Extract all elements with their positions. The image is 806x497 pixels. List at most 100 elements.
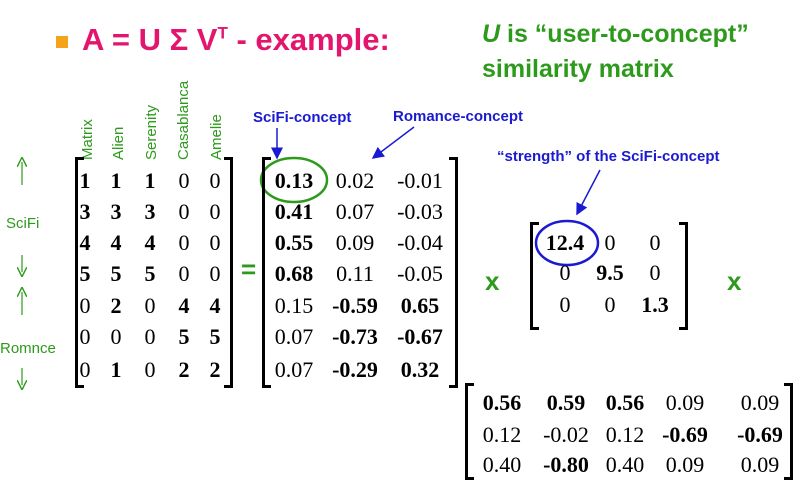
matrix-cell: 5 <box>144 261 156 286</box>
matrix-cell: 0.09 <box>665 452 705 477</box>
matrix-cell: 1.3 <box>641 292 669 317</box>
matrix-cell: 0.09 <box>665 390 705 415</box>
annotation-arrows <box>271 126 601 216</box>
matrix-cell: 0 <box>144 357 156 382</box>
matrix-cell: 4 <box>144 230 156 255</box>
matrix-cell: 5 <box>79 261 91 286</box>
matrix-cell: 0.11 <box>336 261 374 286</box>
matrix-cell: 0.09 <box>740 390 780 415</box>
matrix-cell: 9.5 <box>596 260 624 285</box>
matrix-bracket <box>224 157 233 388</box>
annotation: “strength” of the SciFi-concept <box>497 148 720 165</box>
matrix-bracket <box>449 157 458 388</box>
matrix-cell: 0.40 <box>482 452 522 477</box>
column-header: Serenity <box>143 104 160 160</box>
matrix-bracket <box>465 383 474 480</box>
matrix-cell: 2 <box>110 293 122 318</box>
matrix-cell: 0.02 <box>335 168 375 193</box>
matrix-cell: 0.32 <box>400 357 440 382</box>
matrix-cell: 4 <box>79 230 91 255</box>
note-text: is “user-to-concept” <box>500 20 749 48</box>
matrix-bracket <box>530 222 539 330</box>
matrix-cell: 0.15 <box>274 293 314 318</box>
column-header: Alien <box>110 126 127 160</box>
matrix-cell: 4 <box>178 293 190 318</box>
matrix-cell: -0.80 <box>543 452 589 477</box>
matrix-cell: 0.56 <box>605 390 645 415</box>
matrix-cell: 0.13 <box>274 168 314 193</box>
matrix-cell: 5 <box>178 324 190 349</box>
matrix-cell: 0.07 <box>274 324 314 349</box>
matrix-cell: -0.69 <box>737 422 783 447</box>
title-suffix: - example: <box>227 22 390 57</box>
matrix-cell: -0.67 <box>397 324 443 349</box>
annotation: SciFi-concept <box>253 109 352 126</box>
matrix-bracket <box>679 222 688 330</box>
matrix-cell: 0.59 <box>546 390 586 415</box>
column-header: Casablanca <box>175 80 192 160</box>
matrix-cell: 0.55 <box>274 230 314 255</box>
matrix-cell: 0 <box>178 230 190 255</box>
matrix-cell: -0.01 <box>397 168 443 193</box>
matrix-cell: 4 <box>110 230 122 255</box>
matrix-cell: 0.40 <box>605 452 645 477</box>
matrix-cell: -0.69 <box>662 422 708 447</box>
operator: = <box>241 254 257 284</box>
slide-title: A = U Σ VT - example: <box>82 22 390 58</box>
matrix-cell: 0 <box>604 230 616 255</box>
matrix-cell: 0 <box>209 261 221 286</box>
bullet <box>56 36 68 48</box>
matrix-cell: 0.56 <box>482 390 522 415</box>
matrix-cell: -0.59 <box>332 293 378 318</box>
matrix-cell: 0 <box>209 230 221 255</box>
highlight-ellipse <box>534 219 600 267</box>
matrix-cell: 0 <box>79 357 91 382</box>
matrix-cell: 0.12 <box>605 422 645 447</box>
matrix-cell: 0 <box>178 199 190 224</box>
matrix-cell: 0 <box>79 324 91 349</box>
row-group-label: Romnce <box>0 340 56 357</box>
row-group-label: SciFi <box>6 215 40 232</box>
matrix-cell: 1 <box>144 168 156 193</box>
note-line: U is “user-to-concept” <box>482 20 749 49</box>
operator: x <box>485 266 500 296</box>
matrix-cell: 0.68 <box>274 261 314 286</box>
matrix-cell: 2 <box>209 357 221 382</box>
matrix-cell: 4 <box>209 293 221 318</box>
matrix-cell: 1 <box>110 357 122 382</box>
matrix-cell: 1 <box>79 168 91 193</box>
matrix-bracket <box>784 383 793 480</box>
matrix-cell: 0 <box>144 324 156 349</box>
matrix-bracket <box>75 157 84 388</box>
matrix-cell: 0 <box>559 260 571 285</box>
matrix-cell: 0 <box>209 168 221 193</box>
matrix-bracket <box>262 157 271 388</box>
matrix-cell: 3 <box>79 199 91 224</box>
matrix-cell: 0.07 <box>274 357 314 382</box>
note-italic: U <box>482 20 501 48</box>
matrix-cell: 0 <box>144 293 156 318</box>
matrix-cell: -0.03 <box>397 199 443 224</box>
highlight-ellipse <box>259 156 329 204</box>
matrix-cell: 0 <box>649 260 661 285</box>
matrix-cell: 5 <box>209 324 221 349</box>
matrix-cell: 3 <box>110 199 122 224</box>
matrix-cell: -0.02 <box>543 422 589 447</box>
matrix-cell: 3 <box>144 199 156 224</box>
matrix-cell: 0 <box>559 292 571 317</box>
matrix-cell: 0 <box>209 199 221 224</box>
matrix-cell: 0 <box>110 324 122 349</box>
title-sup: T <box>217 23 228 43</box>
matrix-cell: 5 <box>110 261 122 286</box>
column-header: Amelie <box>208 114 225 160</box>
matrix-cell: -0.04 <box>397 230 443 255</box>
matrix-cell: 12.4 <box>545 230 585 255</box>
matrix-cell: 0.09 <box>740 452 780 477</box>
matrix-cell: -0.73 <box>332 324 378 349</box>
matrix-cell: 0 <box>649 230 661 255</box>
matrix-cell: 0 <box>604 292 616 317</box>
matrix-cell: 2 <box>178 357 190 382</box>
matrix-cell: 0.12 <box>482 422 522 447</box>
